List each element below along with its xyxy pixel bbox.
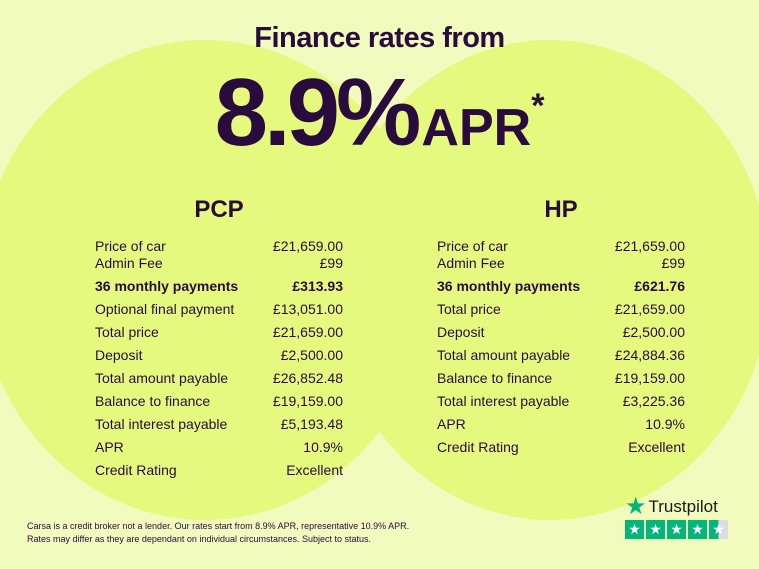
table-row: Balance to finance £19,159.00 bbox=[95, 392, 343, 410]
row-label: Price of car bbox=[95, 238, 166, 254]
table-row: Admin Fee £99 bbox=[95, 255, 343, 272]
row-value: £99 bbox=[661, 255, 685, 271]
row-label: Balance to finance bbox=[437, 370, 553, 386]
pcp-title: PCP bbox=[194, 196, 244, 223]
row-value: £3,225.36 bbox=[622, 393, 685, 409]
row-label: Optional final payment bbox=[95, 301, 235, 317]
table-row: Total price £21,659.00 bbox=[437, 300, 685, 318]
row-value: £21,659.00 bbox=[614, 301, 685, 317]
hp-title: HP bbox=[544, 196, 578, 223]
trustpilot-badge: ★ Trustpilot ★ ★ ★ ★ ★ bbox=[625, 493, 728, 539]
row-value: £19,159.00 bbox=[614, 370, 685, 386]
table-row: Deposit £2,500.00 bbox=[95, 346, 343, 364]
rating-star-icon: ★ bbox=[625, 520, 644, 539]
rating-star-icon: ★ bbox=[667, 520, 686, 539]
rating-star-icon: ★ bbox=[688, 520, 707, 539]
trustpilot-label: Trustpilot bbox=[648, 497, 718, 516]
row-label: Price of car bbox=[437, 238, 508, 254]
table-row: 36 monthly payments £313.93 bbox=[95, 277, 343, 295]
disclaimer-line-1: Carsa is a credit broker not a lender. O… bbox=[27, 521, 410, 531]
row-value: £21,659.00 bbox=[272, 238, 343, 254]
table-row: Balance to finance £19,159.00 bbox=[437, 369, 685, 387]
row-label: Total interest payable bbox=[437, 393, 570, 409]
row-value: £99 bbox=[319, 255, 343, 271]
table-row: Admin Fee £99 bbox=[437, 255, 685, 272]
row-value: Excellent bbox=[286, 462, 343, 478]
row-label: Total interest payable bbox=[95, 416, 228, 432]
table-row: Total amount payable £26,852.48 bbox=[95, 369, 343, 387]
hp-rows: Price of car £21,659.00 Admin Fee £99 36 mon… bbox=[437, 238, 685, 456]
row-label: Total amount payable bbox=[95, 370, 229, 386]
rating-star-icon: ★ bbox=[646, 520, 665, 539]
rate-display: 8.9%APR* bbox=[0, 58, 759, 168]
row-value: £13,051.00 bbox=[272, 301, 343, 317]
disclaimer-line-2: Rates may differ as they are dependant o… bbox=[27, 534, 372, 544]
pcp-rows: Price of car £21,659.00 Admin Fee £99 36 mon… bbox=[95, 238, 343, 479]
row-label: Credit Rating bbox=[437, 439, 519, 455]
row-label: Total price bbox=[95, 324, 159, 340]
table-row: APR 10.9% bbox=[95, 438, 343, 456]
table-row: Total interest payable £3,225.36 bbox=[437, 392, 685, 410]
row-value: £21,659.00 bbox=[614, 238, 685, 254]
row-label: Credit Rating bbox=[95, 462, 177, 478]
rating-star-icon: ★ bbox=[709, 520, 728, 539]
row-value: Excellent bbox=[628, 439, 685, 455]
table-row: Total interest payable £5,193.48 bbox=[95, 415, 343, 433]
row-value: £2,500.00 bbox=[622, 324, 685, 340]
table-row: Price of car £21,659.00 bbox=[437, 238, 685, 255]
row-label: 36 monthly payments bbox=[95, 278, 239, 294]
row-value: £2,500.00 bbox=[280, 347, 343, 363]
row-label: APR bbox=[437, 416, 466, 432]
trustpilot-star-icon: ★ bbox=[625, 493, 647, 520]
table-row: Optional final payment £13,051.00 bbox=[95, 300, 343, 318]
asterisk: * bbox=[531, 87, 545, 125]
row-value: £5,193.48 bbox=[280, 416, 343, 432]
table-row: Credit Rating Excellent bbox=[95, 461, 343, 479]
row-label: Deposit bbox=[95, 347, 143, 363]
hp-table: HP Price of car £21,659.00 Admin Fee £99 36 … bbox=[437, 196, 685, 456]
row-label: 36 monthly payments bbox=[437, 278, 581, 294]
row-label: Deposit bbox=[437, 324, 485, 340]
table-row: Total amount payable £24,884.36 bbox=[437, 346, 685, 364]
disclaimer: Carsa is a credit broker not a lender. O… bbox=[27, 520, 409, 546]
row-value: £19,159.00 bbox=[272, 393, 343, 409]
row-label: Admin Fee bbox=[437, 255, 505, 271]
headline: Finance rates from bbox=[254, 22, 505, 54]
table-row: APR 10.9% bbox=[437, 415, 685, 433]
row-label: Total amount payable bbox=[437, 347, 571, 363]
row-value: £26,852.48 bbox=[272, 370, 343, 386]
table-row: 36 monthly payments £621.76 bbox=[437, 277, 685, 295]
pcp-table: PCP Price of car £21,659.00 Admin Fee £99 36… bbox=[95, 196, 343, 479]
row-value: £313.93 bbox=[292, 278, 343, 294]
table-row: Deposit £2,500.00 bbox=[437, 323, 685, 341]
row-value: £21,659.00 bbox=[272, 324, 343, 340]
row-label: APR bbox=[95, 439, 124, 455]
row-value: 10.9% bbox=[645, 416, 685, 432]
trustpilot-rating: ★ ★ ★ ★ ★ bbox=[625, 520, 728, 539]
row-value: 10.9% bbox=[303, 439, 343, 455]
row-value: £621.76 bbox=[634, 278, 685, 294]
table-row: Credit Rating Excellent bbox=[437, 438, 685, 456]
row-label: Admin Fee bbox=[95, 255, 163, 271]
row-label: Balance to finance bbox=[95, 393, 211, 409]
row-value: £24,884.36 bbox=[614, 347, 685, 363]
apr-label: APR bbox=[421, 99, 532, 157]
table-row: Price of car £21,659.00 bbox=[95, 238, 343, 255]
row-label: Total price bbox=[437, 301, 501, 317]
rate-value: 8.9% bbox=[214, 59, 422, 166]
table-row: Total price £21,659.00 bbox=[95, 323, 343, 341]
background-circle-right bbox=[330, 40, 759, 520]
